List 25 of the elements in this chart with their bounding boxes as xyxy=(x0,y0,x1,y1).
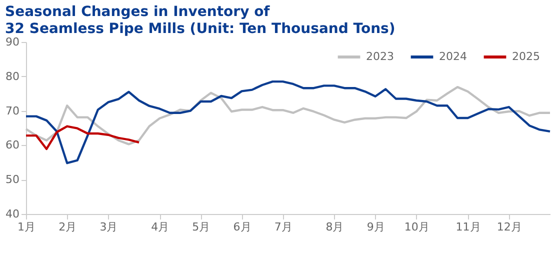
x-tick-label: 6月 xyxy=(233,220,252,234)
x-tick-label: 8月 xyxy=(326,220,344,234)
text: Seasonal Changes in Inventory of xyxy=(5,4,270,20)
legend-label: 2025 xyxy=(512,50,540,63)
x-tick-label: 10月 xyxy=(404,220,430,234)
text: 32 Seamless Pipe Mills (Unit: Ten Thousand Tons) xyxy=(5,21,396,37)
y-tick-label: 90 xyxy=(6,36,20,48)
x-tick-label: 3月 xyxy=(100,220,118,234)
x-tick-label: 4月 xyxy=(151,220,170,234)
x-tick-label: 7月 xyxy=(274,220,292,234)
y-tick-label: 50 xyxy=(6,173,20,186)
y-tick-label: 40 xyxy=(6,208,20,220)
y-tick-label: 80 xyxy=(6,70,20,83)
legend-label: 2024 xyxy=(439,50,467,63)
x-tick-label: 2月 xyxy=(58,220,77,234)
x-tick-label: 1月 xyxy=(18,220,36,234)
legend-label: 2023 xyxy=(366,50,394,63)
x-tick-label: 11月 xyxy=(456,220,481,234)
x-tick-label: 9月 xyxy=(366,220,385,234)
y-tick-label: 60 xyxy=(6,138,20,152)
line-series xyxy=(24,125,140,150)
x-tick-label: 12月 xyxy=(496,220,522,234)
x-tick-label: 5月 xyxy=(192,220,210,234)
y-tick-label: 70 xyxy=(6,104,20,118)
line-series xyxy=(24,80,552,164)
